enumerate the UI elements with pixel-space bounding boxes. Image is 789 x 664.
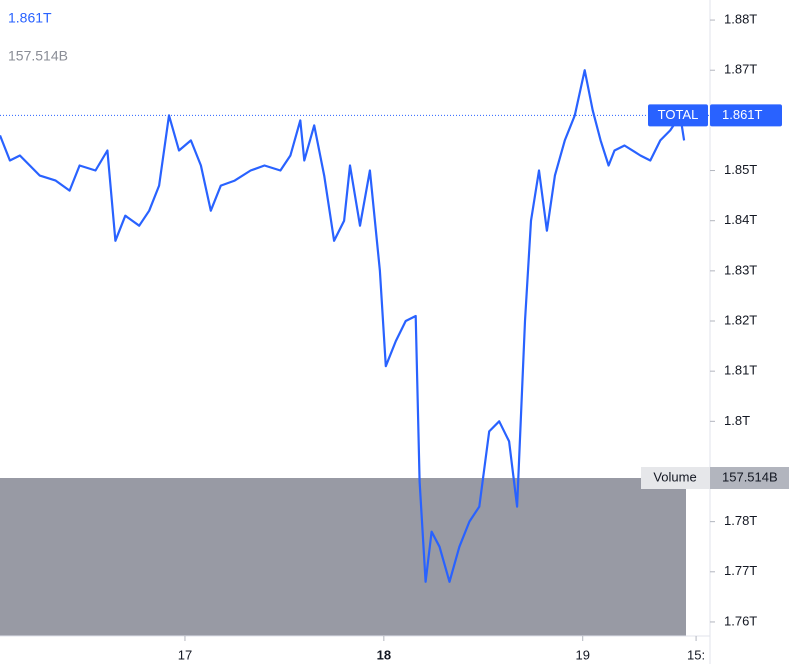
volume-value: 157.514B xyxy=(722,469,778,484)
last-value-box xyxy=(710,104,782,127)
y-tick-label: 1.81T xyxy=(724,363,757,378)
volume-area xyxy=(0,478,686,636)
y-tick-label: 1.83T xyxy=(724,262,757,277)
x-tick-label: 19 xyxy=(575,647,589,662)
series-name: TOTAL xyxy=(658,107,699,122)
y-tick-label: 1.77T xyxy=(724,563,757,578)
y-tick-label: 1.82T xyxy=(724,312,757,327)
volume-value-box xyxy=(710,467,789,489)
y-tick-label: 1.88T xyxy=(724,12,757,27)
y-tick-label: 1.85T xyxy=(724,162,757,177)
price-line xyxy=(0,69,686,583)
volume-label-box xyxy=(641,467,710,489)
header-value: 1.861T xyxy=(8,10,52,26)
y-tick-label: 1.8T xyxy=(724,413,750,428)
series-name-box xyxy=(648,104,708,127)
y-tick-label: 1.87T xyxy=(724,62,757,77)
x-tick-label: 18 xyxy=(377,647,391,662)
last-value-label: 1.861T xyxy=(722,107,763,122)
y-tick-label: 1.76T xyxy=(724,613,757,628)
x-tick-label: 15: xyxy=(687,647,705,662)
x-tick-label: 17 xyxy=(178,647,192,662)
y-tick-label: 1.84T xyxy=(724,212,757,227)
y-tick-label: 1.78T xyxy=(724,513,757,528)
header-volume: 157.514B xyxy=(8,48,68,64)
volume-label: Volume xyxy=(653,469,696,484)
